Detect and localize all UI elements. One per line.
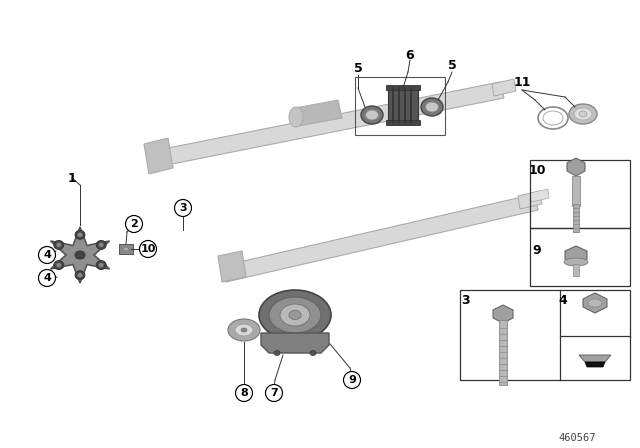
Ellipse shape [235,324,253,336]
Circle shape [266,384,282,401]
Polygon shape [261,333,329,353]
Text: 8: 8 [240,388,248,398]
Text: 5: 5 [354,61,362,74]
Ellipse shape [259,290,331,340]
Ellipse shape [75,230,85,239]
Circle shape [175,199,191,216]
Circle shape [140,241,157,258]
Text: 6: 6 [406,48,414,61]
Text: 10: 10 [140,244,156,254]
Text: 4: 4 [43,250,51,260]
Ellipse shape [274,350,280,356]
Ellipse shape [365,110,378,120]
Ellipse shape [280,304,310,326]
Circle shape [236,384,253,401]
Polygon shape [144,138,173,174]
Ellipse shape [54,261,64,270]
Ellipse shape [574,108,592,120]
Circle shape [38,246,56,263]
Text: 10: 10 [528,164,546,177]
Text: 1: 1 [68,172,76,185]
Polygon shape [567,158,585,176]
Ellipse shape [421,98,443,116]
Ellipse shape [75,271,85,280]
Ellipse shape [269,297,321,333]
Ellipse shape [56,243,61,247]
Polygon shape [518,191,542,209]
Circle shape [125,215,143,233]
Ellipse shape [361,106,383,124]
Ellipse shape [96,261,106,270]
Circle shape [344,371,360,388]
Ellipse shape [99,263,104,267]
Polygon shape [585,362,605,367]
Text: 9: 9 [348,375,356,385]
Ellipse shape [564,258,588,266]
Polygon shape [295,100,342,126]
Polygon shape [148,82,504,168]
Polygon shape [51,227,109,283]
Ellipse shape [124,247,129,251]
Ellipse shape [310,350,316,356]
Polygon shape [579,355,611,362]
Ellipse shape [588,299,602,307]
Text: 4: 4 [559,293,568,306]
Text: 2: 2 [130,219,138,229]
Ellipse shape [56,263,61,267]
Ellipse shape [77,233,83,237]
Text: 460567: 460567 [558,433,596,443]
Ellipse shape [228,319,260,341]
Bar [573,204,579,232]
Ellipse shape [54,241,64,250]
Polygon shape [386,85,420,90]
Text: 4: 4 [43,273,51,283]
Circle shape [38,270,56,287]
Ellipse shape [96,241,106,250]
Ellipse shape [579,111,587,117]
Bar [572,176,580,206]
Ellipse shape [426,102,438,112]
Ellipse shape [99,243,104,247]
Text: 7: 7 [270,388,278,398]
Text: 3: 3 [179,203,187,213]
Ellipse shape [289,310,301,319]
Polygon shape [386,120,420,125]
Polygon shape [493,305,513,323]
Text: 5: 5 [447,59,456,72]
Bar [499,320,507,385]
Ellipse shape [538,107,568,129]
Text: 3: 3 [461,293,469,306]
Polygon shape [583,293,607,313]
Ellipse shape [289,107,303,127]
Ellipse shape [75,251,85,259]
Ellipse shape [77,273,83,277]
Polygon shape [565,246,587,264]
Polygon shape [388,88,418,122]
Polygon shape [119,244,133,254]
Polygon shape [222,194,538,282]
Ellipse shape [569,104,597,124]
Polygon shape [530,189,549,202]
Ellipse shape [241,328,247,332]
Text: 11: 11 [513,76,531,89]
Ellipse shape [543,111,563,125]
Polygon shape [218,251,246,282]
Text: 9: 9 [532,244,541,257]
Polygon shape [492,79,516,96]
Bar [573,264,579,276]
